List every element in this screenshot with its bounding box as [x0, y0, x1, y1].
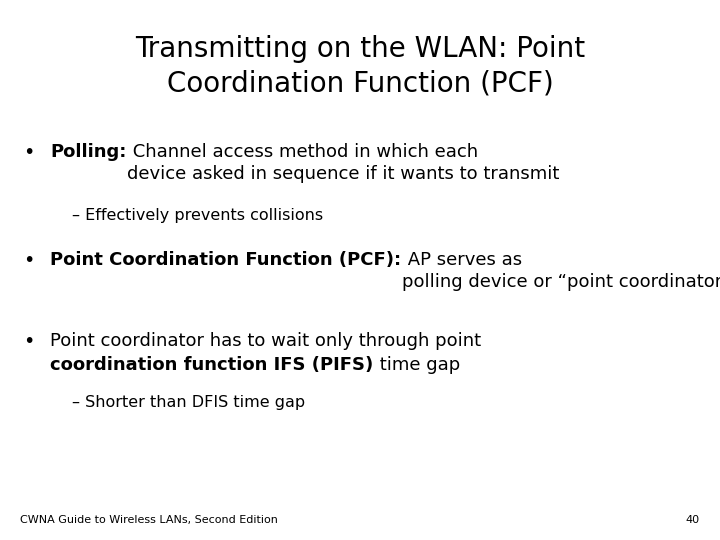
Text: AP serves as
polling device or “point coordinator”: AP serves as polling device or “point co… [402, 251, 720, 291]
Text: •: • [23, 251, 35, 270]
Text: coordination function IFS (PIFS): coordination function IFS (PIFS) [50, 355, 374, 374]
Text: Polling:: Polling: [50, 143, 127, 161]
Text: •: • [23, 143, 35, 162]
Text: Channel access method in which each
device asked in sequence if it wants to tran: Channel access method in which each devi… [127, 143, 559, 183]
Text: – Effectively prevents collisions: – Effectively prevents collisions [72, 208, 323, 223]
Text: CWNA Guide to Wireless LANs, Second Edition: CWNA Guide to Wireless LANs, Second Edit… [20, 515, 278, 525]
Text: 40: 40 [685, 515, 700, 525]
Text: Point coordinator has to wait only through point: Point coordinator has to wait only throu… [50, 332, 482, 350]
Text: – Shorter than DFIS time gap: – Shorter than DFIS time gap [72, 395, 305, 410]
Text: Point Coordination Function (PCF):: Point Coordination Function (PCF): [50, 251, 402, 269]
Text: Transmitting on the WLAN: Point
Coordination Function (PCF): Transmitting on the WLAN: Point Coordina… [135, 35, 585, 98]
Text: time gap: time gap [374, 355, 460, 374]
Text: Ag: Ag [0, 539, 1, 540]
Text: •: • [23, 332, 35, 351]
